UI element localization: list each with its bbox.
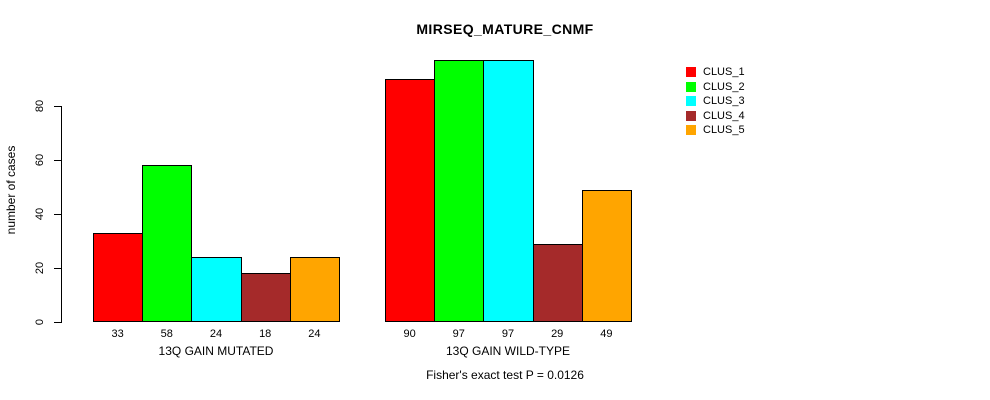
bar-clus_5-1 (289, 257, 340, 322)
bar-value-label: 97 (501, 328, 515, 340)
group-label: 13Q GAIN WILD-TYPE (445, 344, 571, 358)
chart-title: MIRSEQ_MATURE_CNMF (416, 21, 594, 37)
bar-clus_5-2 (581, 189, 632, 322)
legend-item-clus_2: CLUS_2 (686, 80, 756, 93)
bar-value-label: 97 (452, 328, 465, 340)
y-axis-tick (54, 160, 61, 161)
y-axis-tick (54, 106, 61, 107)
legend-label: CLUS_5 (703, 124, 745, 136)
bar-clus_3-1 (191, 257, 242, 322)
legend-item-clus_5: CLUS_5 (686, 124, 756, 136)
y-axis-tick-label: 60 (34, 153, 46, 167)
y-axis-tick (54, 268, 61, 269)
bar-value-label: 18 (259, 328, 272, 340)
y-axis-line (61, 106, 62, 323)
legend-label: CLUS_1 (703, 66, 745, 78)
legend-swatch-icon (686, 81, 696, 92)
bar-value-label: 90 (403, 328, 416, 340)
y-axis-tick-label: 0 (34, 318, 46, 326)
bar-clus_3-2 (483, 60, 534, 322)
bar-value-label: 24 (209, 328, 223, 340)
bar-clus_2-2 (434, 60, 485, 322)
bar-clus_1-1 (93, 232, 144, 322)
bar-clus_1-2 (385, 79, 436, 322)
bar-clus_4-2 (532, 243, 583, 322)
group-label: 13Q GAIN MUTATED (158, 344, 274, 358)
bar-clus_2-1 (142, 165, 193, 322)
legend-item-clus_4: CLUS_4 (686, 109, 756, 122)
y-axis-tick (54, 322, 61, 323)
y-axis-tick-label: 40 (34, 207, 46, 221)
y-axis-label: number of cases (4, 145, 18, 235)
legend-label: CLUS_4 (703, 109, 745, 122)
legend-swatch-icon (686, 110, 696, 121)
bar-value-label: 29 (551, 328, 564, 340)
bar-value-label: 33 (111, 328, 124, 340)
legend-swatch-icon (686, 67, 696, 77)
legend-item-clus_1: CLUS_1 (686, 66, 756, 78)
legend-item-clus_3: CLUS_3 (686, 95, 756, 107)
y-axis-tick (54, 214, 61, 215)
legend-swatch-icon (686, 96, 696, 106)
legend-label: CLUS_2 (703, 80, 745, 93)
stat-annotation: Fisher's exact test P = 0.0126 (426, 368, 584, 382)
bar-value-label: 58 (160, 328, 173, 340)
bar-value-label: 49 (600, 328, 613, 340)
bar-clus_4-1 (240, 273, 291, 322)
y-axis-tick-label: 20 (34, 261, 46, 275)
legend-swatch-icon (686, 125, 696, 135)
bar-value-label: 24 (308, 328, 321, 340)
legend-label: CLUS_3 (703, 95, 745, 107)
y-axis-tick-label: 80 (34, 99, 46, 113)
